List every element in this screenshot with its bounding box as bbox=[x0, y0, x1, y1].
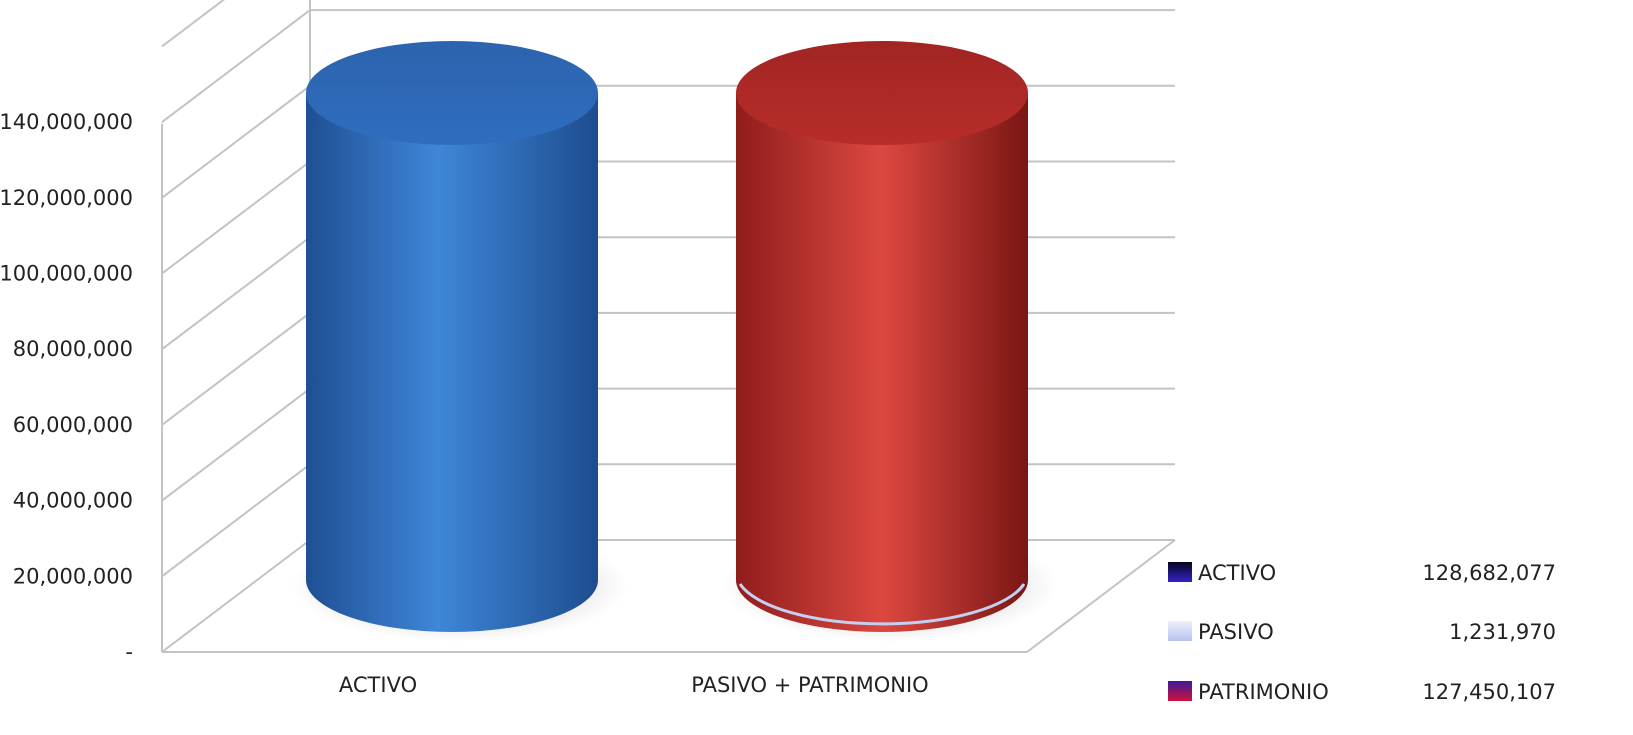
bar-top bbox=[736, 40, 1028, 145]
gridline-diagonal-3 bbox=[161, 312, 311, 426]
legend-swatch-patrimonio bbox=[1168, 681, 1192, 701]
legend-item-pasivo: PASIVO 1,231,970 bbox=[1168, 620, 1556, 644]
y-tick-label: 140,000,000 bbox=[0, 110, 133, 134]
gridline-diagonal-7 bbox=[161, 9, 311, 123]
bar-top bbox=[306, 40, 598, 145]
bar-1 bbox=[722, 40, 1058, 642]
legend-value-pasivo: 1,231,970 bbox=[1449, 620, 1556, 644]
chart-bars bbox=[292, 40, 1058, 642]
legend-label-patrimonio: PATRIMONIO bbox=[1198, 680, 1329, 704]
y-tick-label: 20,000,000 bbox=[13, 564, 133, 588]
legend: ACTIVO 128,682,077 PASIVO 1,231,970 PATR… bbox=[1168, 561, 1556, 704]
gridline-diagonal-5 bbox=[161, 160, 311, 275]
y-tick-label: 40,000,000 bbox=[13, 489, 133, 513]
legend-item-activo: ACTIVO 128,682,077 bbox=[1168, 561, 1556, 585]
y-tick-label: - bbox=[125, 640, 133, 664]
gridline-diagonal-2 bbox=[161, 387, 311, 502]
legend-swatch-activo bbox=[1168, 562, 1192, 582]
x-axis-labels: ACTIVO PASIVO + PATRIMONIO bbox=[339, 673, 929, 697]
category-label-activo: ACTIVO bbox=[339, 673, 417, 697]
y-axis-tick-labels: - 20,000,000 40,000,000 60,000,000 80,000,00… bbox=[0, 110, 133, 664]
bar-body bbox=[736, 92, 1028, 632]
legend-label-pasivo: PASIVO bbox=[1198, 620, 1274, 644]
y-tick-label: 80,000,000 bbox=[13, 337, 133, 361]
category-label-pasivo-patrimonio: PASIVO + PATRIMONIO bbox=[691, 673, 928, 697]
gridline-diagonal-8 bbox=[161, 0, 225, 48]
y-tick-label: 60,000,000 bbox=[13, 413, 133, 437]
legend-value-activo: 128,682,077 bbox=[1422, 561, 1556, 585]
gridline-diagonal-1 bbox=[161, 463, 311, 578]
legend-item-patrimonio: PATRIMONIO 127,450,107 bbox=[1168, 680, 1556, 704]
gridline-diagonal-0 bbox=[161, 539, 311, 653]
bar-segment-pasivo bbox=[738, 583, 1026, 626]
legend-label-activo: ACTIVO bbox=[1198, 561, 1276, 585]
legend-swatch-pasivo bbox=[1168, 621, 1192, 641]
bar-body bbox=[306, 92, 598, 632]
legend-value-patrimonio: 127,450,107 bbox=[1422, 680, 1556, 704]
gridline-diagonal-4 bbox=[161, 236, 311, 350]
gridline-diagonal-6 bbox=[161, 85, 311, 199]
bar-0 bbox=[292, 40, 628, 642]
y-tick-label: 120,000,000 bbox=[0, 186, 133, 210]
floor-right-edge bbox=[1026, 539, 1176, 653]
y-tick-label: 100,000,000 bbox=[0, 262, 133, 286]
